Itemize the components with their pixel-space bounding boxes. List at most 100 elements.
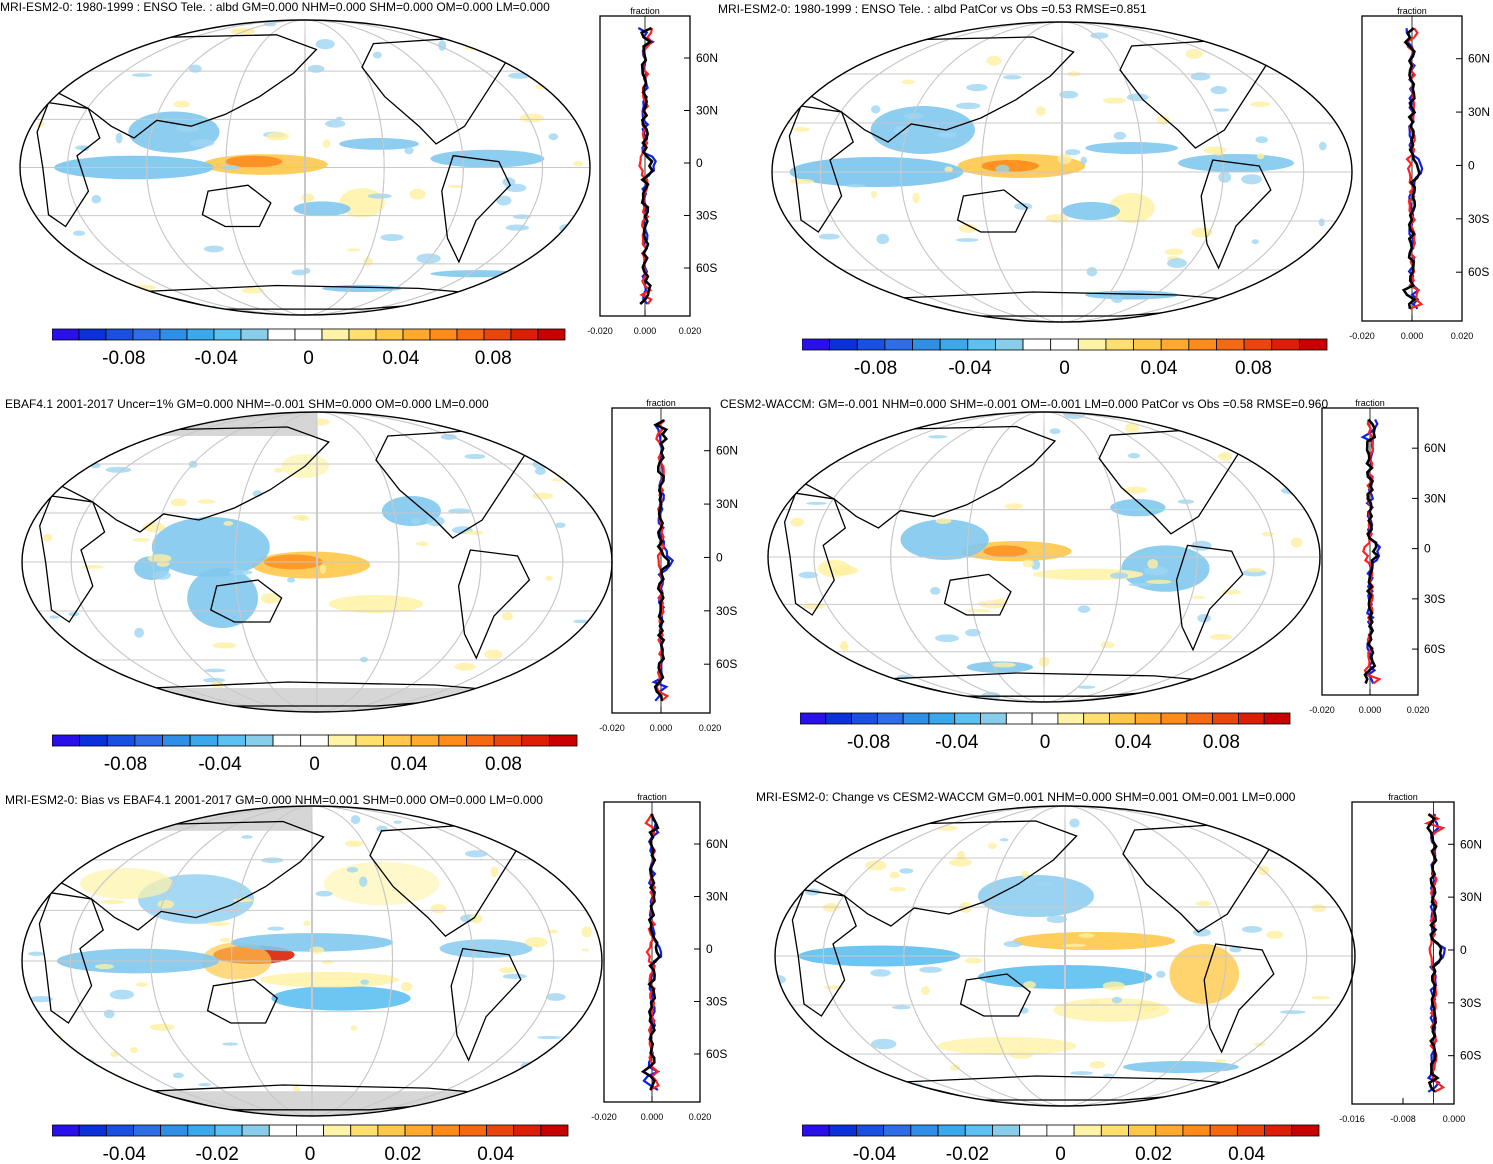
anomaly-speck bbox=[380, 234, 404, 241]
colorbar-label: 0.04 bbox=[1228, 1144, 1265, 1164]
anomaly-speck bbox=[995, 164, 1010, 173]
anomaly-patch bbox=[900, 519, 989, 560]
anomaly-speck bbox=[1078, 933, 1095, 938]
anomaly-speck bbox=[1069, 818, 1080, 828]
colorbar-swatch bbox=[1236, 1124, 1265, 1137]
zonal-profile: fraction 60N 30N 0 30S 60S -0.020 0.000 0.020 bbox=[591, 792, 728, 1122]
anomaly-speck bbox=[1077, 605, 1091, 613]
coastline bbox=[38, 892, 104, 1024]
colorbar-swatch bbox=[828, 1124, 857, 1137]
robinson-map bbox=[21, 805, 603, 1117]
coastline bbox=[803, 820, 1078, 927]
anomaly-speck bbox=[1134, 1001, 1160, 1012]
lat-tick-label: 30S bbox=[696, 209, 717, 223]
anomaly-speck bbox=[949, 858, 972, 867]
anomaly-speck bbox=[291, 269, 308, 276]
anomaly-speck bbox=[204, 245, 224, 253]
coastline bbox=[450, 947, 522, 1062]
coastline bbox=[1200, 159, 1272, 270]
anomaly-speck bbox=[1128, 583, 1153, 587]
anomaly-speck bbox=[43, 533, 53, 542]
anomaly-speck bbox=[1109, 572, 1129, 579]
anomaly-speck bbox=[1049, 428, 1061, 435]
anomaly-speck bbox=[986, 55, 1002, 66]
anomaly-speck bbox=[950, 1064, 961, 1071]
anomaly-patch bbox=[1169, 944, 1239, 1004]
anomaly-speck bbox=[1035, 106, 1046, 116]
anomaly-speck bbox=[149, 1023, 175, 1031]
anomaly-speck bbox=[955, 102, 981, 110]
anomaly-speck bbox=[1164, 248, 1184, 256]
anomaly-speck bbox=[1231, 815, 1249, 820]
coastline bbox=[800, 36, 1075, 143]
anomaly-patch bbox=[1062, 202, 1120, 220]
colorbar-label: -0.04 bbox=[948, 358, 992, 378]
colorbar-label: 0.08 bbox=[1235, 358, 1272, 378]
anomaly-speck bbox=[315, 890, 333, 897]
anomaly-speck bbox=[409, 188, 426, 200]
anomaly-speck bbox=[309, 946, 325, 954]
colorbar-swatch bbox=[937, 1124, 966, 1137]
graticule-lon bbox=[70, 412, 564, 712]
graticule-lon bbox=[822, 806, 1308, 1106]
anomaly-speck bbox=[469, 913, 483, 924]
graticule-lon bbox=[1043, 412, 1045, 702]
mean-profile-line bbox=[640, 813, 662, 1091]
anomaly-speck bbox=[1280, 1010, 1306, 1014]
mean-profile-line bbox=[1401, 27, 1421, 310]
anomaly-speck bbox=[172, 1072, 184, 1079]
lat-tick-label: 0 bbox=[696, 156, 703, 170]
colorbar-label: 0 bbox=[309, 754, 320, 774]
lat-tick-label: 30N bbox=[706, 890, 728, 904]
anomaly-speck bbox=[142, 521, 166, 533]
colorbar-swatch bbox=[1073, 1124, 1102, 1137]
graticule-lon bbox=[316, 412, 318, 712]
anomaly-speck bbox=[1125, 422, 1139, 434]
colorbar-label: 0.08 bbox=[1203, 732, 1240, 752]
anomaly-speck bbox=[153, 570, 172, 580]
panel-title: MRI-ESM2-0: 1980-1999 : ENSO Tele. : alb… bbox=[718, 2, 1147, 16]
anomaly-speck bbox=[400, 981, 413, 992]
anomaly-speck bbox=[135, 982, 148, 987]
coastline bbox=[1175, 544, 1244, 652]
anomaly-speck bbox=[1214, 1059, 1227, 1063]
lat-tick-label: 60N bbox=[1468, 52, 1490, 66]
anomaly-speck bbox=[903, 113, 924, 120]
graticule-lon bbox=[304, 20, 306, 315]
colorbar-swatch bbox=[548, 734, 578, 747]
x-tick-label: -0.020 bbox=[1349, 331, 1375, 341]
map-border bbox=[19, 19, 591, 316]
anomaly-speck bbox=[315, 39, 335, 50]
anomaly-speck bbox=[930, 587, 941, 595]
lat-tick-label: 60N bbox=[696, 51, 718, 65]
anomaly-speck bbox=[999, 838, 1009, 842]
profile-label: fraction bbox=[1355, 398, 1385, 408]
coastline bbox=[943, 573, 1012, 616]
anomaly-speck bbox=[286, 577, 296, 583]
colorbar-swatch bbox=[856, 1124, 885, 1137]
anomaly-patch bbox=[1012, 932, 1176, 950]
anomaly-speck bbox=[1290, 537, 1303, 548]
anomaly-patch bbox=[225, 155, 283, 168]
graticule-lon bbox=[67, 20, 543, 315]
anomaly-speck bbox=[792, 127, 810, 132]
profile-label: fraction bbox=[646, 398, 676, 408]
anomaly-speck bbox=[367, 193, 392, 199]
anomaly-speck bbox=[978, 600, 986, 607]
lat-tick-label: 60N bbox=[716, 444, 738, 458]
colorbar-label: -0.08 bbox=[104, 754, 147, 774]
coastline bbox=[39, 495, 106, 623]
mean-profile-line bbox=[1426, 813, 1443, 1093]
anomaly-speck bbox=[241, 287, 265, 294]
lat-tick-label: 0 bbox=[1460, 943, 1467, 957]
coastline bbox=[1203, 943, 1275, 1054]
anomaly-speck bbox=[1191, 227, 1213, 238]
colorbar-label: 0.08 bbox=[485, 754, 522, 774]
colorbar-label: 0 bbox=[1059, 358, 1070, 378]
colorbar-label: 0 bbox=[1040, 732, 1051, 752]
colorbar-label: 0.02 bbox=[1135, 1144, 1172, 1164]
anomaly-patch bbox=[430, 149, 545, 168]
lat-tick-label: 60S bbox=[1424, 642, 1445, 656]
